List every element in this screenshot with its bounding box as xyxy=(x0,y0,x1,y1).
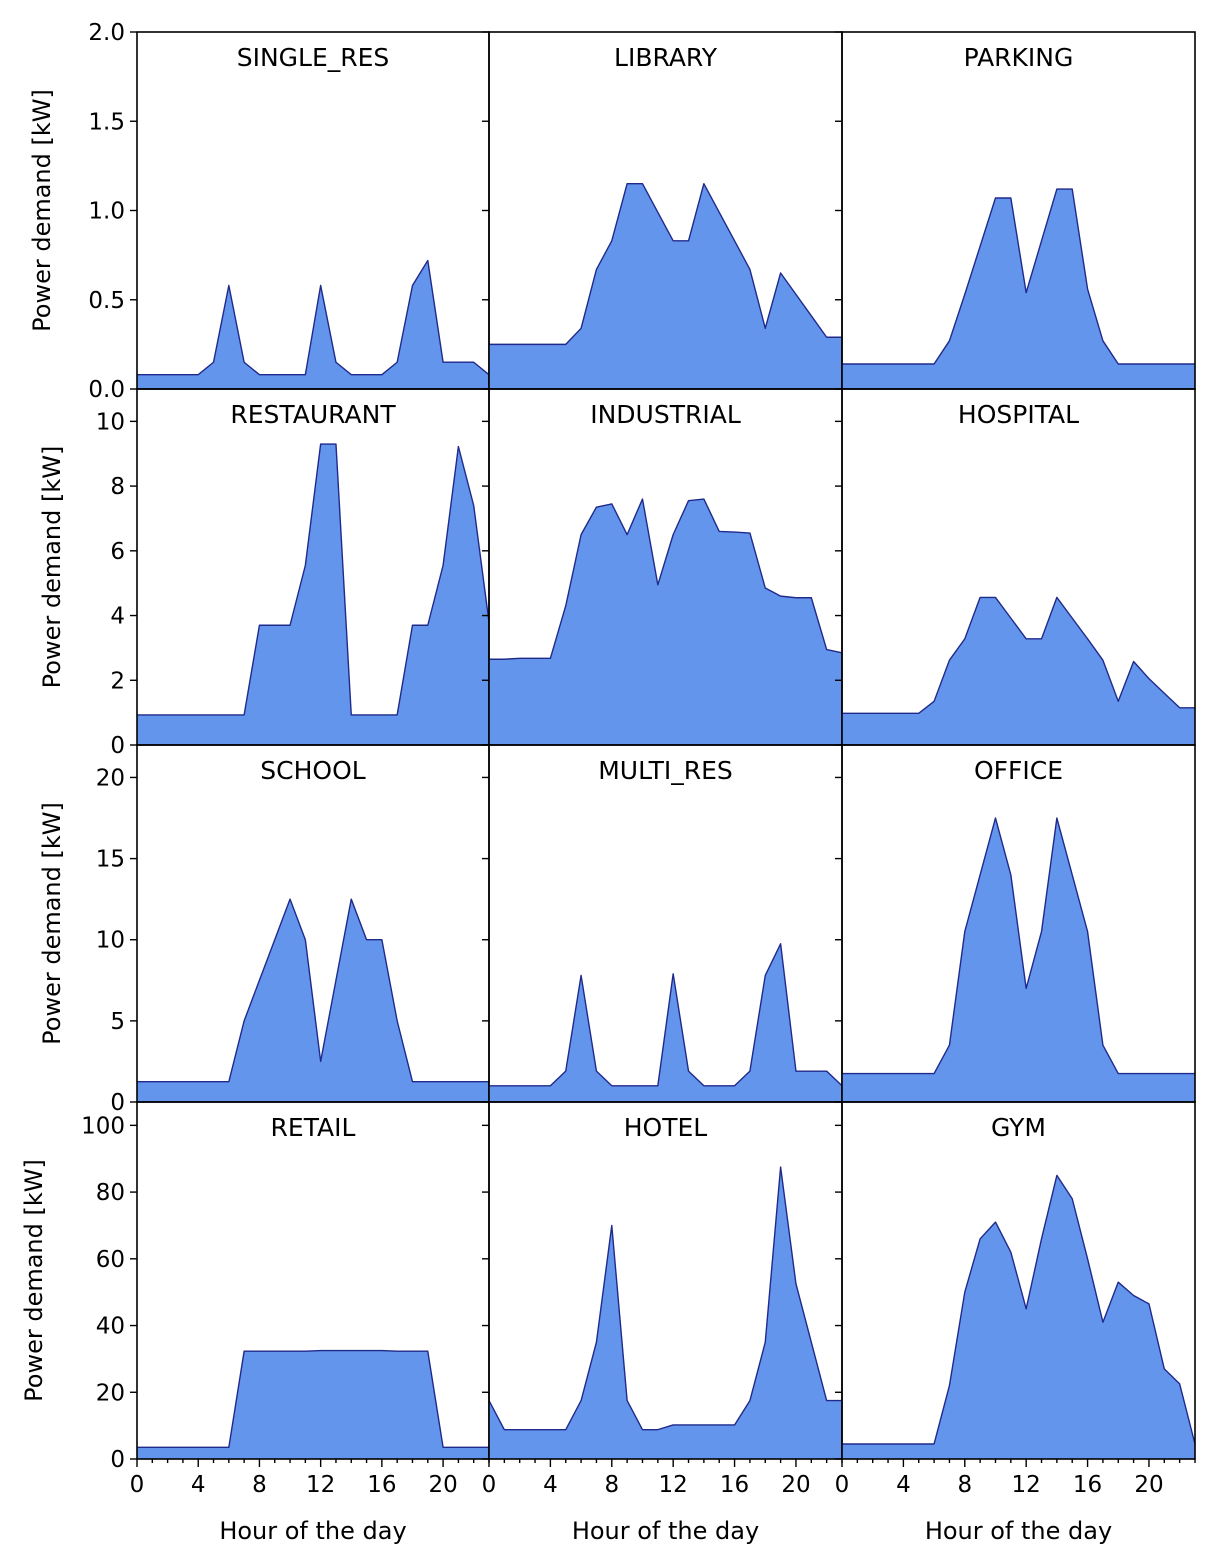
panel-title: RESTAURANT xyxy=(230,400,396,429)
series-line xyxy=(842,188,1195,365)
panel-title: SINGLE_RES xyxy=(237,43,390,72)
panel-multi-res: MULTI_RES xyxy=(482,744,843,1103)
y-tick-label: 2.0 xyxy=(88,20,125,46)
panel-industrial: INDUSTRIAL xyxy=(482,388,843,746)
panel-single-res: SINGLE_RES 0.0 0.5 1.0 1.5 2.0 Power demand [k… xyxy=(28,20,490,403)
panel-title: GYM xyxy=(991,1113,1046,1142)
series-line xyxy=(489,183,842,346)
area-series xyxy=(489,943,842,1102)
series-line xyxy=(842,596,1195,714)
panel-school: SCHOOL 0 5 10 15 20 Power demand [kW] xyxy=(38,744,490,1116)
y-tick-label: 0.0 xyxy=(88,377,125,403)
x-tick-label: 20 xyxy=(1134,1472,1163,1498)
panel-title: SCHOOL xyxy=(260,756,365,785)
x-tick-label: 12 xyxy=(306,1472,335,1498)
y-tick-label: 100 xyxy=(81,1113,125,1139)
panel-retail: RETAIL 0 20 40 60 80 100 Power demand [kW] 0 4 8 12… xyxy=(20,1101,490,1545)
series-line xyxy=(137,443,490,716)
x-tick-label: 8 xyxy=(957,1472,972,1498)
panel-title: PARKING xyxy=(964,43,1074,72)
x-tick-label: 0 xyxy=(482,1472,497,1498)
x-axis-label: Hour of the day xyxy=(572,1517,759,1545)
panel-hotel: HOTEL 0 4 8 12 16 20 Hour of the day xyxy=(482,1101,843,1545)
y-tick-label: 20 xyxy=(96,765,125,791)
panel-restaurant: RESTAURANT 0 2 4 6 8 10 Power demand [kW] xyxy=(38,388,490,759)
series-line xyxy=(489,943,843,1087)
x-tick-label: 4 xyxy=(543,1472,558,1498)
area-series xyxy=(842,1175,1195,1459)
panel-title: OFFICE xyxy=(974,756,1063,785)
series-line xyxy=(488,1166,842,1431)
panel-parking: PARKING xyxy=(835,31,1196,390)
y-axis-label: Power demand [kW] xyxy=(20,1159,48,1402)
panel-title: RETAIL xyxy=(271,1113,356,1142)
series-line xyxy=(842,1174,1196,1445)
y-tick-label: 1.5 xyxy=(88,109,125,135)
series-line xyxy=(842,817,1195,1075)
x-tick-label: 12 xyxy=(659,1472,688,1498)
x-tick-label: 20 xyxy=(781,1472,810,1498)
y-tick-label: 20 xyxy=(96,1380,125,1406)
x-tick-label: 8 xyxy=(252,1472,267,1498)
panel-title: LIBRARY xyxy=(614,43,718,72)
y-tick-label: 0 xyxy=(110,1090,125,1116)
x-tick-label: 16 xyxy=(720,1472,749,1498)
panel-title: INDUSTRIAL xyxy=(590,400,741,429)
panel-title: HOSPITAL xyxy=(958,400,1079,429)
panel-gym: GYM 0 4 8 12 16 20 Hour of the day xyxy=(835,1101,1196,1545)
panel-office: OFFICE xyxy=(835,744,1196,1103)
area-series xyxy=(842,189,1195,389)
area-series xyxy=(137,899,489,1102)
y-axis-label: Power demand [kW] xyxy=(28,89,56,332)
series-line xyxy=(137,259,490,376)
plot-frame xyxy=(841,1101,1196,1460)
area-series xyxy=(489,1167,842,1459)
y-tick-label: 1.0 xyxy=(88,199,125,225)
panel-library: LIBRARY xyxy=(482,31,843,390)
x-tick-label: 16 xyxy=(367,1472,396,1498)
x-tick-label: 0 xyxy=(130,1472,145,1498)
x-tick-label: 4 xyxy=(896,1472,911,1498)
x-tick-label: 16 xyxy=(1073,1472,1102,1498)
x-tick-label: 0 xyxy=(835,1472,850,1498)
y-tick-label: 2 xyxy=(110,668,125,694)
x-tick-label: 20 xyxy=(428,1472,457,1498)
x-axis-label: Hour of the day xyxy=(925,1517,1112,1545)
y-tick-label: 8 xyxy=(110,474,125,500)
y-axis-label: Power demand [kW] xyxy=(38,446,66,689)
y-axis-label: Power demand [kW] xyxy=(38,802,66,1045)
panel-title: MULTI_RES xyxy=(598,756,733,785)
x-tick-label: 12 xyxy=(1012,1472,1041,1498)
y-tick-label: 6 xyxy=(110,539,125,565)
panel-hospital: HOSPITAL xyxy=(835,388,1196,746)
y-tick-label: 40 xyxy=(96,1314,125,1340)
y-tick-label: 4 xyxy=(110,604,125,630)
y-tick-label: 10 xyxy=(96,409,125,435)
area-series xyxy=(842,597,1195,745)
series-line xyxy=(489,498,843,660)
panel-title: HOTEL xyxy=(624,1113,708,1142)
area-series xyxy=(842,818,1195,1102)
area-series xyxy=(489,183,842,389)
area-series xyxy=(137,260,489,389)
series-line xyxy=(137,898,489,1083)
area-series xyxy=(137,444,489,745)
x-tick-label: 4 xyxy=(191,1472,206,1498)
y-tick-label: 10 xyxy=(96,928,125,954)
series-line xyxy=(137,1349,489,1449)
y-tick-label: 80 xyxy=(96,1180,125,1206)
y-tick-label: 0 xyxy=(110,733,125,759)
x-tick-label: 8 xyxy=(604,1472,619,1498)
y-tick-label: 0.5 xyxy=(88,288,125,314)
y-tick-label: 60 xyxy=(96,1247,125,1273)
x-axis-label: Hour of the day xyxy=(219,1517,406,1545)
y-tick-label: 5 xyxy=(110,1009,125,1035)
y-tick-label: 15 xyxy=(96,847,125,873)
area-series xyxy=(137,1350,489,1459)
area-series xyxy=(489,499,842,745)
y-tick-label: 0 xyxy=(110,1447,125,1473)
